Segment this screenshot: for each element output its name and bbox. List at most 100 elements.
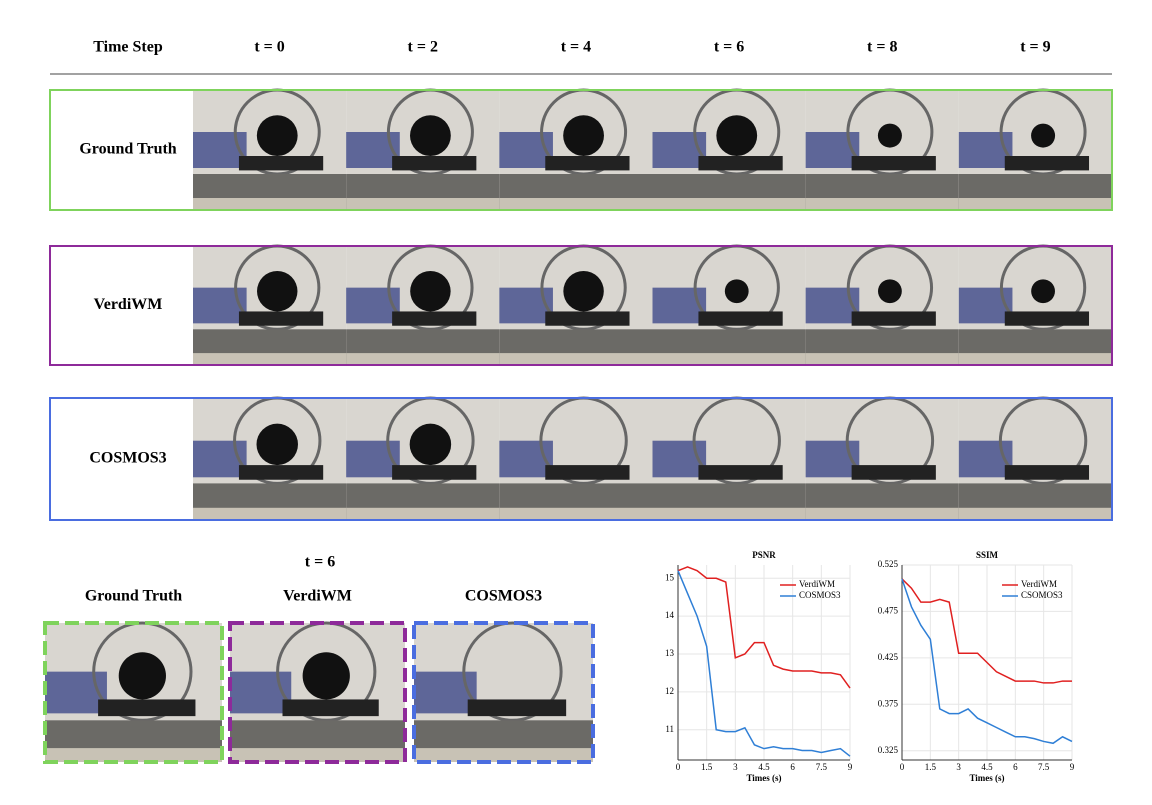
x-tick-label: 4.5 [758, 762, 770, 772]
frame-gripper [392, 156, 477, 171]
frame-cloth [958, 287, 1013, 324]
frame-table [414, 748, 593, 762]
y-tick-label: 0.325 [878, 745, 899, 755]
frame-knob [257, 270, 298, 312]
frame-table [958, 507, 1112, 520]
frame-knob [724, 279, 749, 304]
frame-knob [563, 270, 604, 312]
frame-table [499, 198, 653, 210]
frame-gripper [851, 156, 936, 171]
frame-knob [302, 652, 350, 700]
frame-knob [256, 423, 298, 466]
frame-table [193, 507, 347, 520]
frame-gripper [545, 465, 630, 480]
x-tick-label: 6 [1013, 762, 1018, 772]
frame-gripper [545, 311, 630, 326]
frame-gripper [282, 699, 379, 717]
frame-cloth [499, 287, 553, 324]
frame-gripper [238, 156, 324, 171]
label: t = 0 [254, 39, 284, 56]
x-tick-label: 3 [733, 762, 738, 772]
x-tick-label: 0 [900, 762, 905, 772]
frame-table [958, 353, 1112, 365]
label: COSMOS3 [89, 450, 166, 467]
frame-gripper [392, 311, 477, 326]
frame-gripper [698, 465, 783, 480]
frame-gripper [238, 311, 324, 326]
legend-label: VerdiWM [1021, 579, 1057, 589]
x-tick-label: 6 [790, 762, 795, 772]
zoom-border [228, 621, 407, 764]
y-tick-label: 13 [665, 648, 675, 658]
y-tick-label: 11 [665, 724, 674, 734]
x-tick-label: 9 [1070, 762, 1075, 772]
frame-gripper [851, 311, 936, 326]
frame-gripper [467, 699, 567, 717]
y-tick-label: 12 [665, 686, 674, 696]
label: PSNR [752, 550, 776, 560]
y-tick-label: 0.425 [878, 652, 899, 662]
label: t = 8 [867, 39, 897, 56]
frame-cloth [346, 287, 400, 324]
frame-knob [563, 115, 604, 156]
label: VerdiWM [94, 296, 163, 313]
legend-label: CSOMOS3 [1021, 590, 1063, 600]
label: t = 2 [408, 39, 438, 56]
zoom-border [412, 621, 595, 764]
frame-knob [409, 423, 452, 466]
label: Times (s) [746, 773, 781, 783]
y-tick-label: 0.375 [878, 698, 899, 708]
frame-cloth [414, 671, 477, 714]
y-tick-label: 0.525 [878, 559, 899, 569]
label: Time Step [93, 39, 163, 56]
y-tick-label: 0.475 [878, 605, 899, 615]
x-tick-label: 1.5 [925, 762, 937, 772]
frame-gripper [1004, 465, 1090, 480]
frame-knob [877, 123, 902, 148]
frame-knob [118, 652, 166, 700]
frame-cloth [652, 287, 707, 324]
frame-knob [716, 115, 758, 156]
label: COSMOS3 [465, 588, 542, 605]
series-line [677, 566, 851, 689]
frame-table [346, 507, 500, 520]
label: t = 9 [1020, 39, 1050, 56]
frame-table [805, 198, 959, 210]
frame-gripper [698, 311, 783, 326]
frame-table [346, 198, 500, 210]
frame-table [805, 507, 959, 520]
frame-knob [410, 270, 451, 312]
frame-table [652, 507, 806, 520]
frame-table [499, 507, 653, 520]
row-border [49, 245, 1113, 366]
x-tick-label: 7.5 [816, 762, 828, 772]
frame-table [652, 198, 806, 210]
row-border [49, 397, 1113, 521]
label: t = 4 [561, 39, 591, 56]
frame-gripper [238, 465, 324, 480]
y-tick-label: 15 [665, 572, 675, 582]
legend-label: VerdiWM [799, 579, 835, 589]
frame-table [499, 353, 653, 365]
frame-gripper [851, 465, 936, 480]
frame-knob [1031, 279, 1055, 304]
frame-gripper [545, 156, 630, 171]
x-tick-label: 7.5 [1038, 762, 1050, 772]
frame-gripper [98, 699, 196, 717]
label: Ground Truth [85, 588, 182, 605]
frame-knob [878, 279, 902, 304]
series-line [901, 578, 1073, 745]
frame-knob [410, 115, 451, 156]
frame-gripper [698, 156, 783, 171]
label: VerdiWM [283, 588, 352, 605]
frame-gripper [392, 465, 477, 480]
legend-label: COSMOS3 [799, 590, 841, 600]
label: Ground Truth [79, 141, 176, 158]
label: t = 6 [714, 39, 744, 56]
frame-cloth [45, 671, 107, 714]
x-tick-label: 9 [848, 762, 853, 772]
y-tick-label: 14 [665, 610, 675, 620]
row-border [49, 89, 1113, 211]
frame-table [193, 353, 347, 365]
